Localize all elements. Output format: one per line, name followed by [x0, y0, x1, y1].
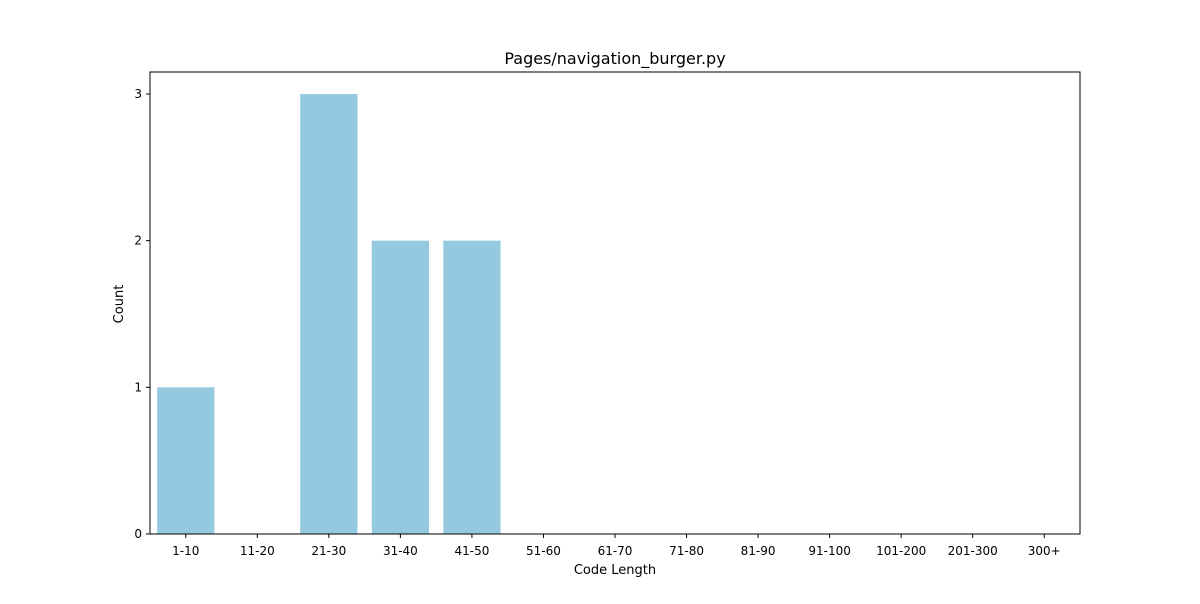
- x-axis-label: Code Length: [574, 563, 656, 578]
- x-tick-label: 71-80: [669, 544, 704, 558]
- y-tick-label: 0: [134, 527, 142, 541]
- bar-1-10: [157, 387, 215, 534]
- y-axis-label: Count: [112, 285, 127, 324]
- y-tick-label: 1: [134, 380, 142, 394]
- x-tick-label: 61-70: [598, 544, 633, 558]
- x-tick-label: 41-50: [454, 544, 489, 558]
- x-tick-label: 300+: [1028, 544, 1061, 558]
- x-tick-label: 91-100: [808, 544, 851, 558]
- bar-41-50: [443, 240, 501, 534]
- bar-21-30: [300, 94, 358, 534]
- bar-31-40: [371, 240, 429, 534]
- x-tick-label: 31-40: [383, 544, 418, 558]
- x-tick-label: 81-90: [741, 544, 776, 558]
- x-tick-label: 21-30: [311, 544, 346, 558]
- x-tick-label: 1-10: [172, 544, 199, 558]
- y-tick-label: 2: [134, 234, 142, 248]
- ticks-layer: 1-10 11-20 21-30 31-40 41-50 51-60 61-70 71-80 8…: [134, 87, 1060, 558]
- chart-title: Pages/navigation_burger.py: [504, 49, 725, 69]
- x-tick-label: 101-200: [876, 544, 926, 558]
- x-tick-label: 11-20: [240, 544, 275, 558]
- x-tick-label: 51-60: [526, 544, 561, 558]
- plot-frame: [149, 71, 1081, 535]
- y-tick-label: 3: [134, 87, 142, 101]
- x-tick-label: 201-300: [948, 544, 998, 558]
- bars-layer: [157, 94, 501, 534]
